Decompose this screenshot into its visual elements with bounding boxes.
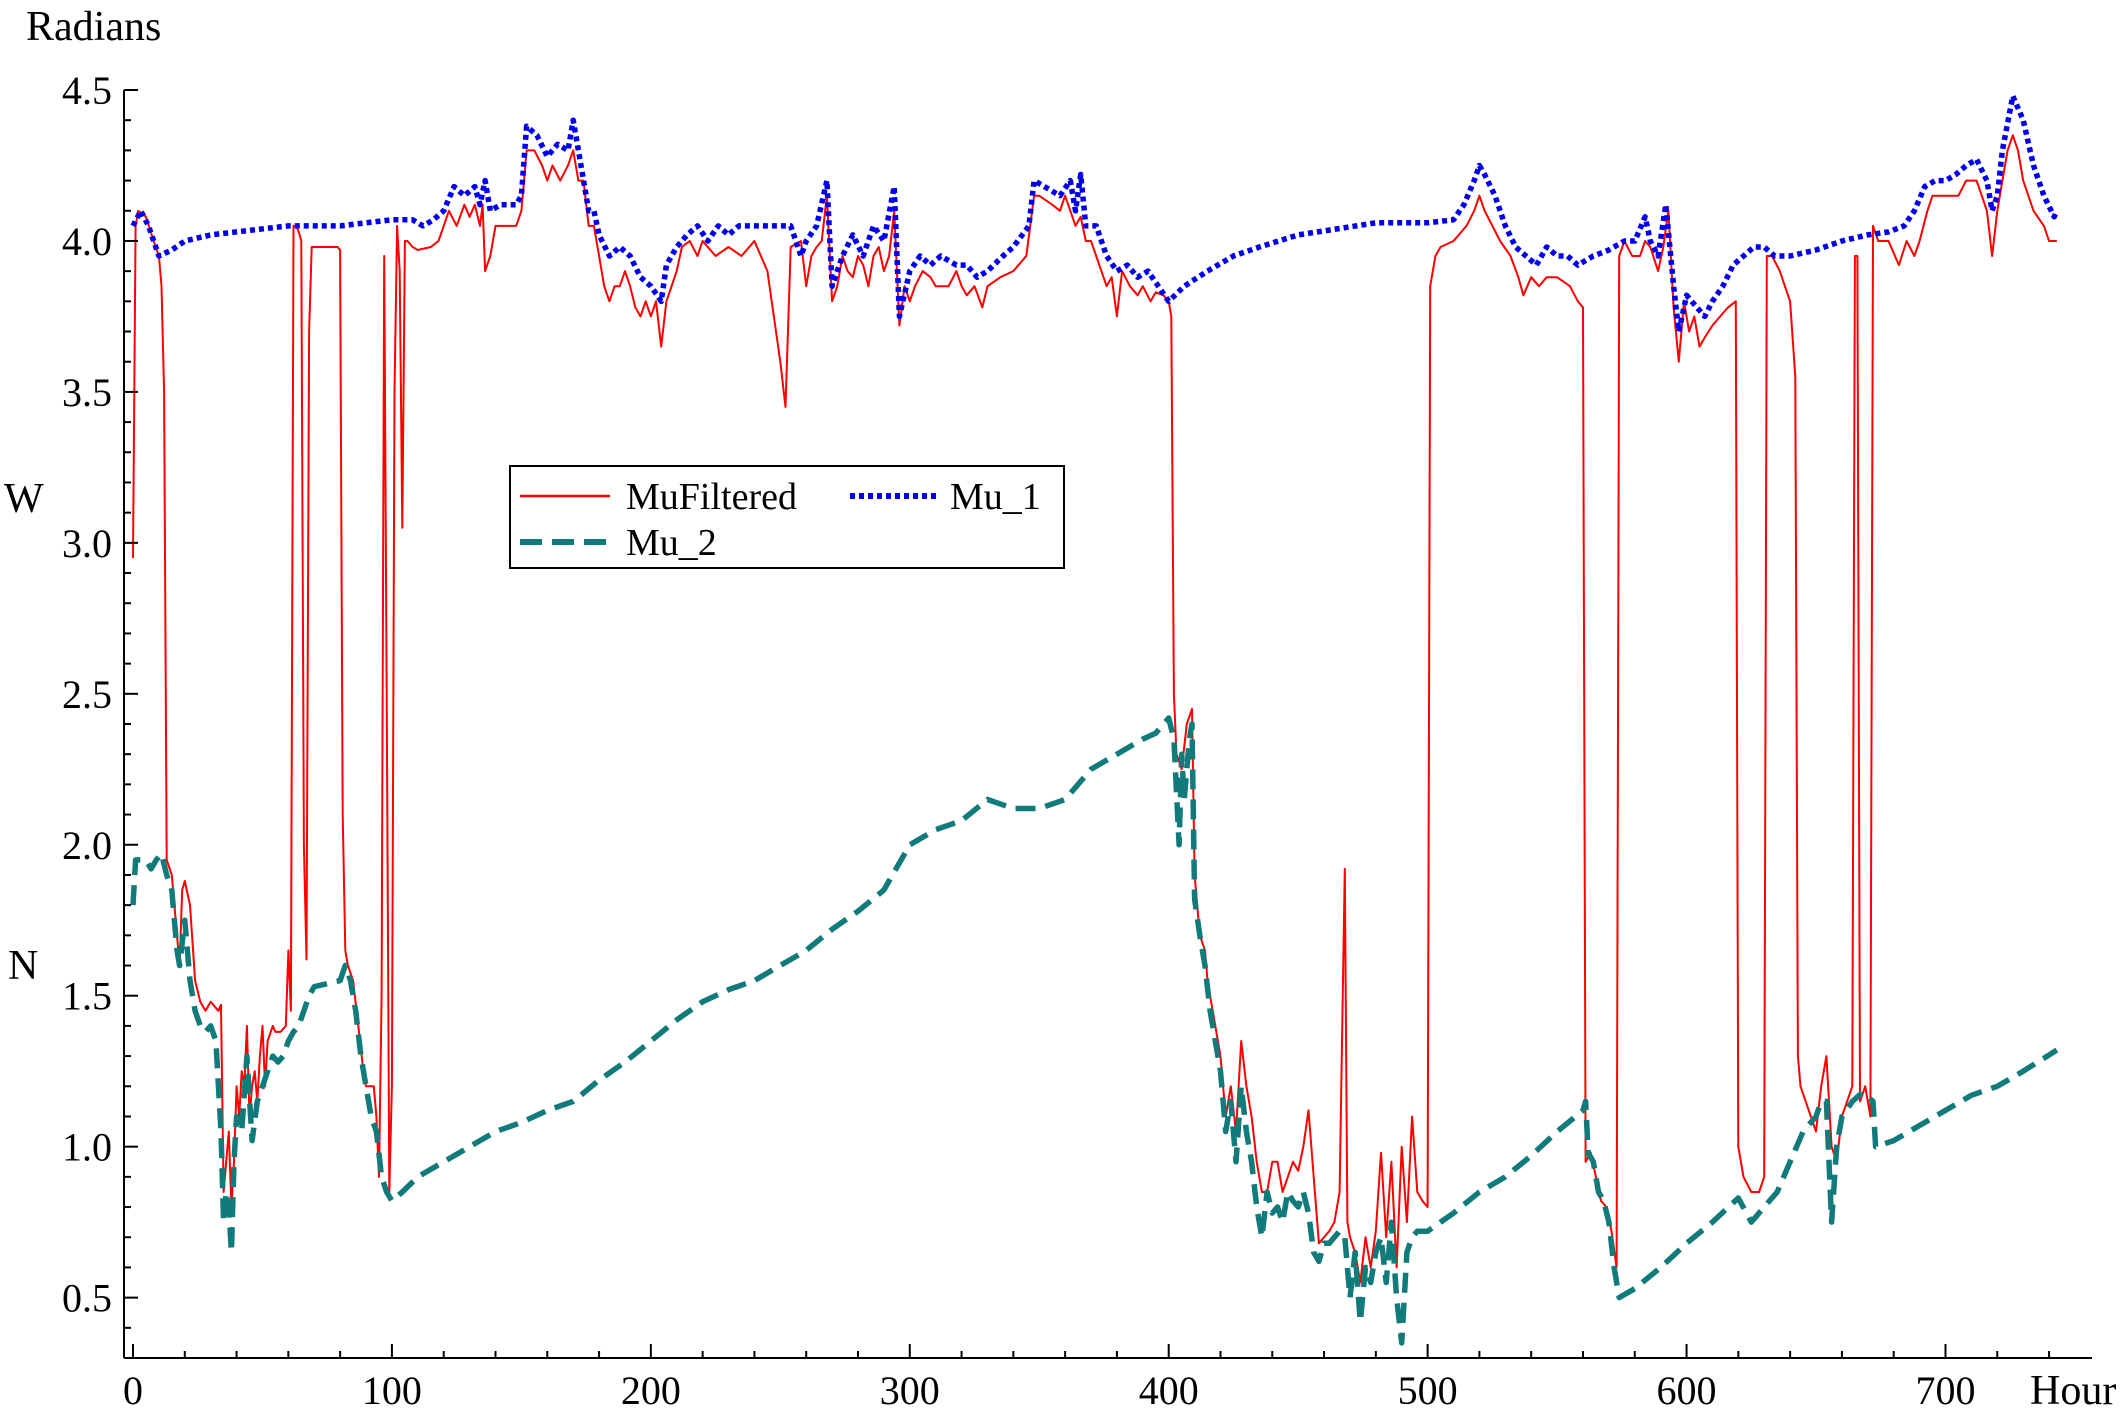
series-line-mu-1 bbox=[130, 93, 2060, 335]
side-label-west: W bbox=[4, 476, 44, 522]
x-tick-label: 300 bbox=[880, 1368, 940, 1413]
x-tick-label: 100 bbox=[362, 1368, 422, 1413]
x-tick-label: 200 bbox=[621, 1368, 681, 1413]
plot-lines bbox=[130, 93, 2060, 1346]
series-line-mufiltered bbox=[132, 134, 2057, 1284]
legend-label-mu2: Mu_2 bbox=[626, 522, 717, 564]
x-tick-label: 700 bbox=[1915, 1368, 1975, 1413]
y-tick-label: 3.0 bbox=[62, 521, 112, 566]
y-tick-label: 2.0 bbox=[62, 823, 112, 868]
x-tick-label: 0 bbox=[123, 1368, 143, 1413]
legend-box bbox=[509, 465, 1065, 569]
y-tick-label: 4.0 bbox=[62, 219, 112, 264]
y-tick-label: 3.5 bbox=[62, 370, 112, 415]
x-axis-title: Hour bbox=[2030, 1368, 2116, 1414]
y-tick-label: 1.5 bbox=[62, 974, 112, 1019]
x-tick-label: 400 bbox=[1139, 1368, 1199, 1413]
x-ticks: 0 100 200 300 400 500 600 700 bbox=[123, 1344, 2051, 1413]
y-tick-label: 4.5 bbox=[62, 68, 112, 113]
series-line-mu-2 bbox=[130, 715, 2059, 1346]
legend: MuFiltered Mu_1 Mu_2 bbox=[509, 465, 1065, 569]
legend-label-mufiltered: MuFiltered bbox=[626, 476, 797, 518]
y-tick-label: 1.0 bbox=[62, 1125, 112, 1170]
y-tick-label: 0.5 bbox=[62, 1276, 112, 1321]
x-tick-label: 500 bbox=[1398, 1368, 1458, 1413]
legend-label-mu1: Mu_1 bbox=[950, 476, 1041, 518]
y-tick-label: 2.5 bbox=[62, 672, 112, 717]
axes: 0.5 1.0 1.5 2.0 2.5 3.0 3.5 4.0 4.5 0 100 200 300 40… bbox=[62, 68, 2092, 1413]
side-label-north: N bbox=[8, 943, 38, 989]
y-axis-title: Radians bbox=[26, 4, 161, 50]
x-tick-label: 600 bbox=[1657, 1368, 1717, 1413]
y-ticks: 0.5 1.0 1.5 2.0 2.5 3.0 3.5 4.0 4.5 bbox=[62, 68, 138, 1359]
